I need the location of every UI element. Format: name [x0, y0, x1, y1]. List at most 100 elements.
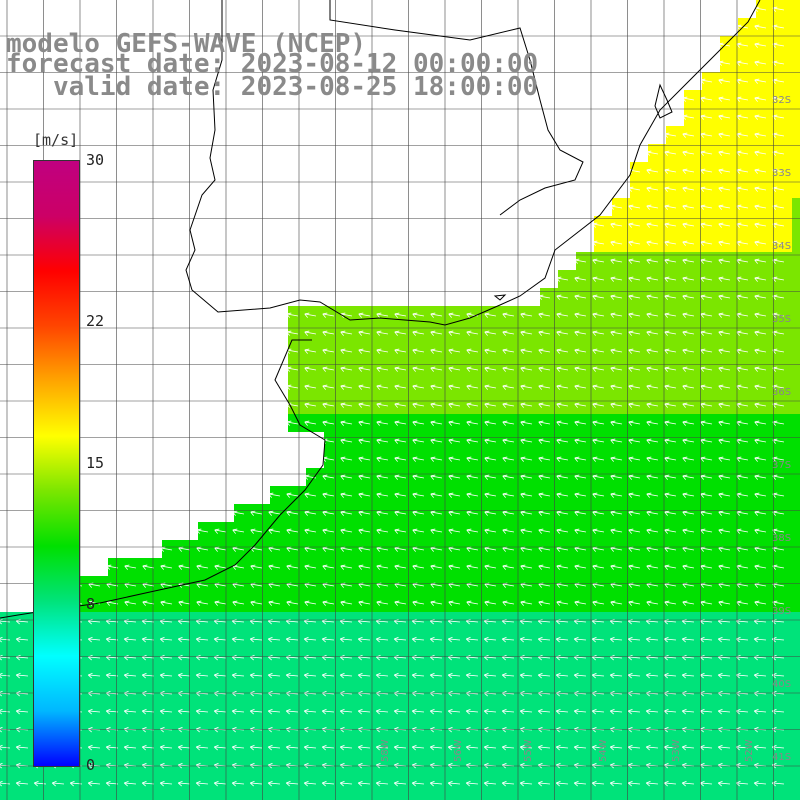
wind-arrow: [358, 330, 371, 336]
wind-arrow: [519, 636, 533, 643]
wind-cell: [666, 792, 684, 800]
wind-cell: [738, 522, 756, 540]
wind-arrow: [718, 456, 731, 462]
wind-arrow: [520, 492, 533, 498]
wind-cell: [648, 378, 666, 396]
wind-arrow: [628, 564, 641, 570]
wind-cell: [792, 450, 800, 468]
wind-cell: [774, 0, 792, 18]
wind-arrow: [700, 456, 713, 462]
wind-arrow: [646, 204, 659, 210]
wind-cell: [720, 594, 738, 612]
wind-cell: [666, 576, 684, 594]
wind-cell: [738, 702, 756, 720]
wind-cell: [756, 216, 774, 234]
wind-cell: [792, 0, 800, 18]
wind-arrow: [321, 636, 335, 643]
wind-cell: [522, 540, 540, 558]
wind-arrow: [502, 438, 515, 444]
wind-cell: [702, 756, 720, 774]
wind-cell: [594, 414, 612, 432]
wind-cell: [216, 594, 234, 612]
wind-arrow: [574, 474, 587, 480]
wind-cell: [342, 576, 360, 594]
wind-cell: [594, 288, 612, 306]
wind-cell: [306, 324, 324, 342]
wind-arrow: [700, 294, 713, 300]
wind-cell: [198, 738, 216, 756]
wind-cell: [558, 324, 576, 342]
wind-arrow: [664, 258, 677, 264]
wind-cell: [432, 612, 450, 630]
wind-arrow: [628, 420, 641, 426]
wind-arrow: [537, 672, 551, 679]
wind-cell: [324, 378, 342, 396]
wind-arrow: [285, 780, 299, 787]
wind-arrow: [574, 276, 587, 282]
wind-arrow: [429, 636, 443, 643]
wind-arrow: [286, 564, 299, 570]
wind-cell: [396, 756, 414, 774]
wind-arrow: [753, 636, 767, 643]
wind-arrow: [501, 744, 515, 751]
wind-arrow: [87, 708, 101, 715]
wind-cell: [396, 558, 414, 576]
wind-cell: [360, 468, 378, 486]
wind-arrow: [556, 474, 569, 480]
wind-arrow: [664, 510, 677, 516]
wind-arrow: [412, 384, 425, 390]
wind-cell: [414, 594, 432, 612]
wind-cell: [378, 612, 396, 630]
wind-cell: [648, 540, 666, 558]
wind-cell: [720, 252, 738, 270]
wind-cell: [612, 540, 630, 558]
wind-cell: [18, 756, 36, 774]
wind-cell: [738, 216, 756, 234]
wind-cell: [738, 738, 756, 756]
wind-cell: [720, 342, 738, 360]
wind-arrow: [178, 600, 191, 606]
wind-cell: [18, 738, 36, 756]
wind-cell: [288, 324, 306, 342]
wind-cell: [522, 738, 540, 756]
wind-cell: [342, 396, 360, 414]
wind-cell: [684, 216, 702, 234]
wind-arrow: [754, 438, 767, 444]
wind-cell: [468, 792, 486, 800]
wind-cell: [108, 756, 126, 774]
wind-arrow: [628, 492, 641, 498]
wind-arrow: [286, 492, 299, 498]
wind-cell: [558, 738, 576, 756]
wind-arrow: [573, 636, 587, 643]
wind-cell: [108, 630, 126, 648]
wind-arrow: [556, 276, 569, 282]
wind-arrow: [15, 672, 29, 679]
wind-cell: [630, 288, 648, 306]
wind-arrow: [502, 312, 515, 318]
wind-cell: [342, 522, 360, 540]
wind-cell: [774, 72, 792, 90]
wind-cell: [576, 414, 594, 432]
wind-arrow: [592, 564, 605, 570]
wind-cell: [234, 774, 252, 792]
wind-cell: [540, 648, 558, 666]
wind-cell: [432, 396, 450, 414]
wind-cell: [612, 288, 630, 306]
wind-cell: [774, 36, 792, 54]
wind-cell: [270, 558, 288, 576]
wind-cell: [792, 612, 800, 630]
wind-cell: [702, 288, 720, 306]
wind-cell: [720, 378, 738, 396]
wind-cell: [378, 522, 396, 540]
wind-cell: [648, 216, 666, 234]
wind-arrow: [484, 402, 497, 408]
wind-cell: [162, 666, 180, 684]
wind-cell: [504, 306, 522, 324]
longitude-label: 53W: [671, 739, 682, 762]
wind-cell: [486, 414, 504, 432]
wind-arrow: [322, 366, 335, 372]
wind-cell: [720, 450, 738, 468]
wind-arrow: [574, 420, 587, 426]
wind-cell: [396, 432, 414, 450]
wind-cell: [216, 702, 234, 720]
